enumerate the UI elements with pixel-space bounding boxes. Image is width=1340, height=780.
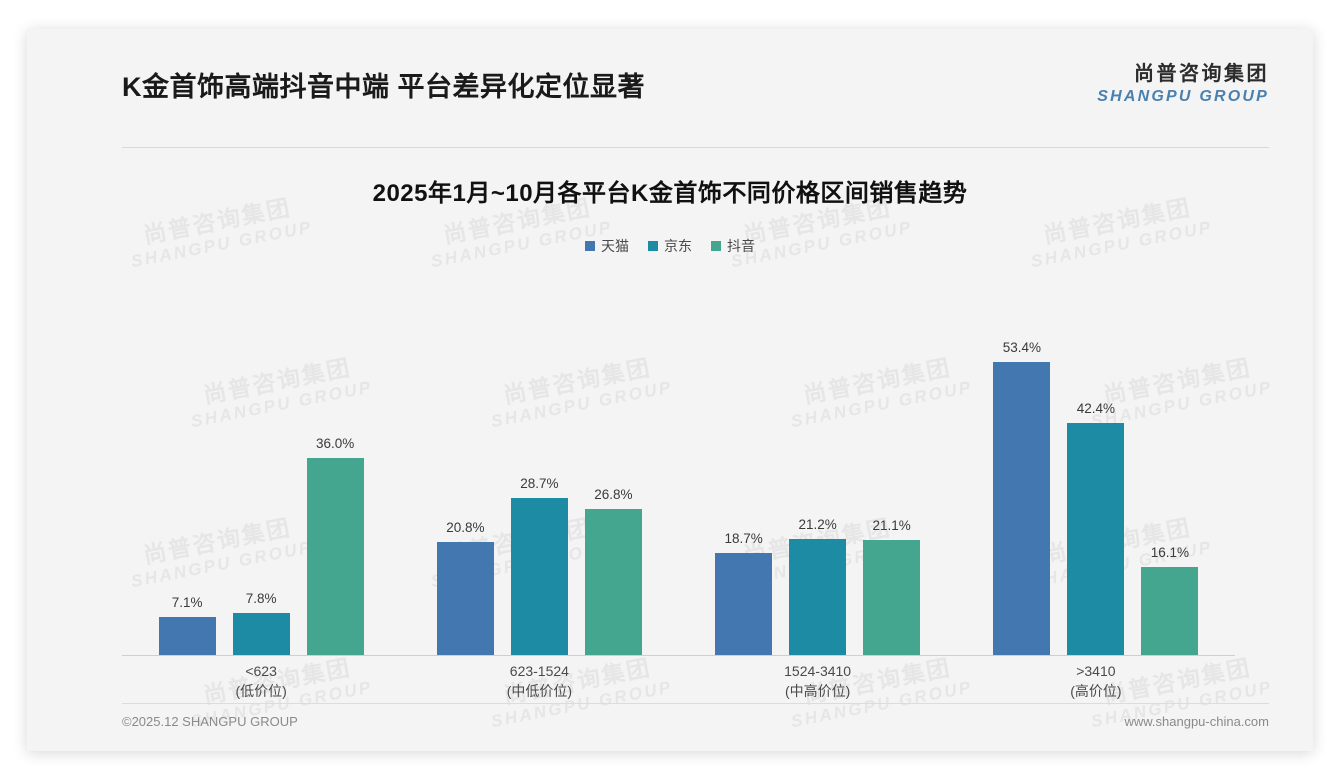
chart-plot-area: 7.1% 7.8% 36.0% 20.8% 28.7% 26.8% 18.7% 21.2% 21… [122,271,1235,656]
company-logo: 尚普咨询集团 SHANGPU GROUP [1097,63,1269,106]
x-axis-label-tier: (高价位) [1070,683,1122,700]
x-axis-label-tier: (低价位) [235,683,287,700]
bar-抖音-623-1524[interactable]: 26.8% [584,271,642,656]
bar-value-label: 26.8% [594,486,633,502]
x-axis-labels: <623 (低价位) 623-1524 (中低价位) 1524-3410 (中高价位) >3… [122,661,1235,702]
bar-value-label: 20.8% [446,519,485,535]
bar-value-label: 16.1% [1150,545,1190,561]
bar-value-label: 42.4% [1076,400,1116,416]
bar-京东-623-1524[interactable]: 28.7% [510,271,568,656]
legend-label: 京东 [664,238,692,254]
bar-天猫-<623[interactable]: 7.1% [158,271,216,656]
x-axis-label-range: 623-1524 [509,663,569,679]
logo-text-cn: 尚普咨询集团 [1134,63,1269,85]
chart-container: 2025年1月~10月各平台K金首饰不同价格区间销售趋势 天猫 京东 抖音 7.1%… [27,151,1313,711]
bar-value-label: 7.8% [245,591,277,607]
bar-rect[interactable] [158,616,216,656]
chart-title: 2025年1月~10月各平台K金首饰不同价格区间销售趋势 [372,180,968,207]
legend-swatch-icon [648,241,658,251]
bar-天猫->3410[interactable]: 53.4% [993,271,1051,656]
bar-天猫-623-1524[interactable]: 20.8% [436,271,494,656]
legend-item-抖音[interactable]: 抖音 [711,236,755,256]
bar-group-1524-3410: 18.7% 21.2% 21.1% [679,271,957,656]
bar-groups: 7.1% 7.8% 36.0% 20.8% 28.7% 26.8% 18.7% 21.2% 21… [122,271,1235,656]
bar-抖音-1524-3410[interactable]: 21.1% [863,271,921,656]
bar-rect[interactable] [1141,567,1199,656]
legend-item-京东[interactable]: 京东 [648,236,692,256]
bar-rect[interactable] [306,458,364,656]
bar-value-label: 53.4% [1002,340,1042,356]
x-axis-label-tier: (中低价位) [506,683,573,700]
bar-rect[interactable] [715,553,773,656]
header-divider [122,147,1269,148]
x-axis-label-range: 1524-3410 [784,663,852,679]
bar-value-label: 36.0% [315,436,355,451]
bar-value-label: 18.7% [724,531,763,547]
bar-rect[interactable] [993,362,1051,656]
legend-label: 抖音 [727,238,755,254]
x-axis-label-623-1524: 623-1524 (中低价位) [400,661,678,702]
bar-天猫-1524-3410[interactable]: 18.7% [715,271,773,656]
bar-value-label: 7.1% [171,594,203,610]
bar-group->3410: 53.4% 42.4% 16.1% [957,271,1235,656]
logo-text-en: SHANGPU GROUP [1097,87,1269,105]
bar-group-<623: 7.1% 7.8% 36.0% [122,271,400,656]
bar-rect[interactable] [1067,422,1125,656]
x-axis-label-1524-3410: 1524-3410 (中高价位) [679,661,957,702]
legend-swatch-icon [585,241,595,251]
footer-website: www.shangpu-china.com [1124,714,1269,729]
bar-rect[interactable] [789,539,847,656]
bar-rect[interactable] [510,498,568,656]
x-axis-label-range: <623 [245,663,277,679]
bar-rect[interactable] [584,508,642,656]
x-axis-label-range: >3410 [1076,663,1116,679]
footer-copyright: ©2025.12 SHANGPU GROUP [122,714,298,729]
bar-京东-<623[interactable]: 7.8% [232,271,290,656]
bar-rect[interactable] [436,541,494,656]
bar-value-label: 21.2% [798,517,837,533]
x-axis-label-tier: (中高价位) [784,683,851,700]
bar-京东-1524-3410[interactable]: 21.2% [789,271,847,656]
slide-header: K金首饰高端抖音中端 平台差异化定位显著 尚普咨询集团 SHANGPU GROU… [27,29,1313,117]
page-title: K金首饰高端抖音中端 平台差异化定位显著 [122,72,645,102]
bar-rect[interactable] [232,613,290,656]
legend-label: 天猫 [601,238,629,254]
legend-swatch-icon [711,241,721,251]
bar-rect[interactable] [863,539,921,656]
bar-抖音-<623[interactable]: 36.0% [306,271,364,656]
bar-抖音->3410[interactable]: 16.1% [1141,271,1199,656]
bar-京东->3410[interactable]: 42.4% [1067,271,1125,656]
chart-legend: 天猫 京东 抖音 [27,236,1313,256]
bar-value-label: 28.7% [520,476,559,492]
legend-item-天猫[interactable]: 天猫 [585,236,629,256]
x-axis-line [122,655,1235,656]
x-axis-label->3410: >3410 (高价位) [957,661,1235,702]
x-axis-label-<623: <623 (低价位) [122,661,400,702]
bar-group-623-1524: 20.8% 28.7% 26.8% [400,271,678,656]
slide-card: 尚普咨询集团 SHANGPU GROUP 尚普咨询集团 SHANGPU GROUP 尚普… [27,29,1313,751]
bar-value-label: 21.1% [872,517,911,533]
footer-divider [122,703,1269,704]
